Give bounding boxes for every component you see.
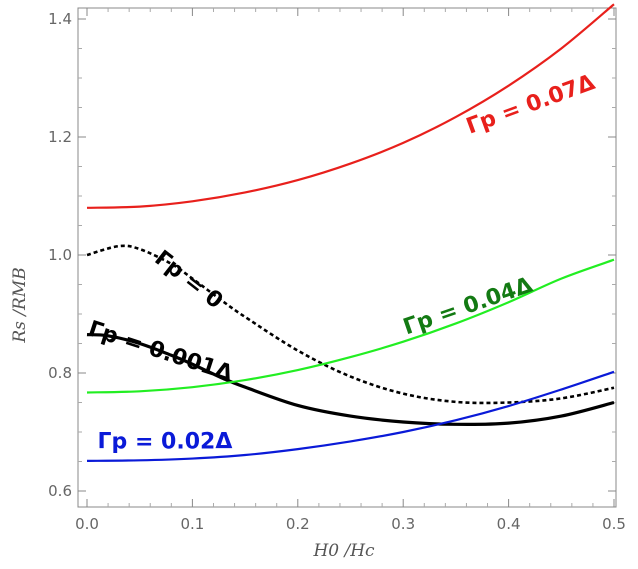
x-tick-label: 0.4 <box>497 515 521 533</box>
y-tick-label: 0.8 <box>48 364 72 382</box>
curve-label-2: Γp = 0 <box>150 246 228 314</box>
x-tick-label: 0.5 <box>602 515 626 533</box>
y-tick-label: 1.4 <box>48 10 72 28</box>
series-layer <box>86 3 615 463</box>
x-axis-title: H0 /Hc <box>312 541 375 561</box>
series-line-1 <box>86 3 615 209</box>
curve-label-4: Γp = 0.04Δ <box>400 273 536 341</box>
series-line-4 <box>86 258 615 394</box>
x-tick-label: 0.0 <box>75 515 99 533</box>
x-tick-label: 0.1 <box>180 515 204 533</box>
plot-frame <box>77 7 617 508</box>
x-axis-ticks: 0.0 0.1 0.2 0.3 0.4 0.5 <box>75 8 626 533</box>
plot-border <box>77 7 617 508</box>
series-line-2 <box>86 244 615 405</box>
x-tick-label: 0.3 <box>391 515 415 533</box>
series-line-3 <box>86 333 615 427</box>
y-tick-label: 1.0 <box>48 246 72 264</box>
y-axis-ticks: 0.6 0.8 1.0 1.2 1.4 <box>48 10 616 500</box>
y-axis-title: Rs /RMB <box>10 267 30 343</box>
curve-label-3: Γp = 0.001Δ <box>85 317 236 387</box>
x-tick-label: 0.2 <box>286 515 310 533</box>
curve-label-1: Γp = 0.07Δ <box>463 70 598 140</box>
y-tick-label: 0.6 <box>48 482 72 500</box>
series-line-5 <box>86 370 615 463</box>
curve-label-5: Γp = 0.02Δ <box>98 430 233 455</box>
curve-labels: Γp = 0.07Δ Γp = 0Γp = 0.001Δ Γp = 0.04Δ Γp … <box>85 70 598 454</box>
y-tick-label: 1.2 <box>48 128 72 146</box>
